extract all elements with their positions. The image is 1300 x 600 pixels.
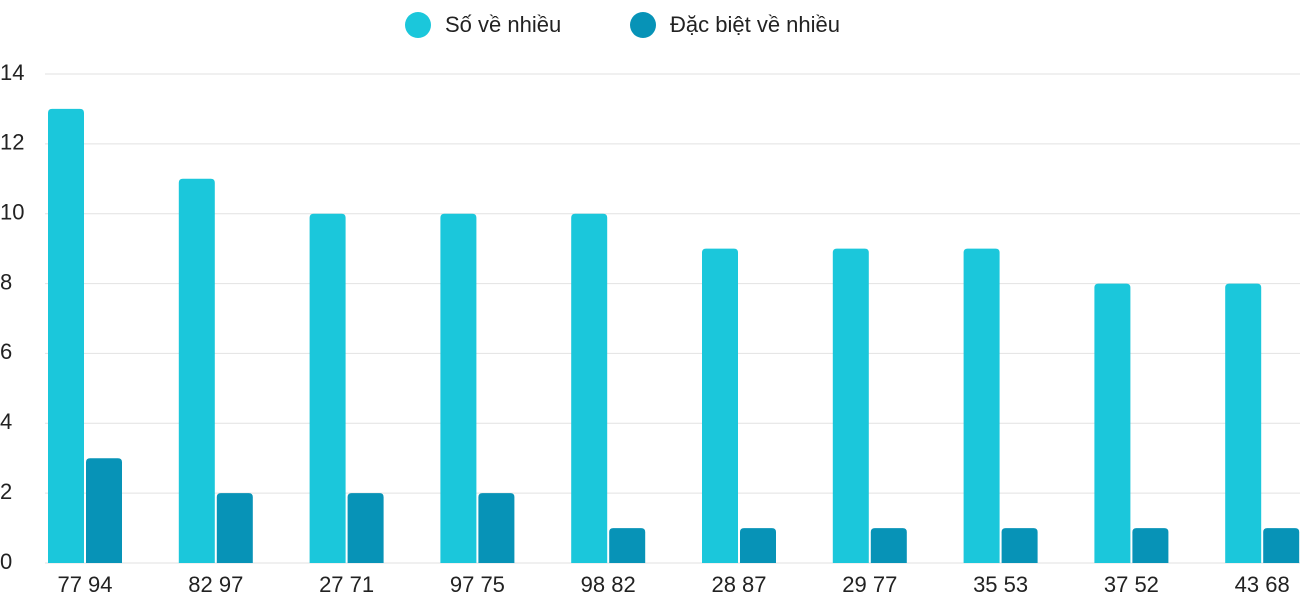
bar <box>440 213 477 563</box>
x-tick-label: 97 75 <box>450 572 505 597</box>
x-tick-label: 98 82 <box>581 572 636 597</box>
bar <box>1001 528 1038 563</box>
bar <box>832 248 869 563</box>
bar <box>309 213 346 563</box>
x-tick-label: 29 77 <box>842 572 897 597</box>
y-tick-label: 12 <box>0 130 24 155</box>
bar <box>1132 528 1169 563</box>
legend-label: Đặc biệt về nhiều <box>670 12 840 37</box>
bar <box>702 248 738 563</box>
x-tick-label: 35 53 <box>973 572 1028 597</box>
x-tick-label: 43 68 <box>1235 572 1290 597</box>
bar <box>86 458 122 563</box>
bar <box>1225 283 1262 563</box>
legend-label: Số về nhiều <box>445 12 561 37</box>
bar <box>870 528 907 563</box>
bar <box>178 178 215 564</box>
bar <box>571 213 608 563</box>
y-tick-label: 8 <box>0 269 12 294</box>
bar <box>347 493 384 563</box>
bar <box>609 528 646 563</box>
x-tick-label: 27 71 <box>319 572 374 597</box>
bar <box>1263 528 1300 563</box>
x-tick-label: 77 94 <box>57 572 112 597</box>
legend-swatch <box>405 12 431 38</box>
bar <box>740 528 776 563</box>
bar <box>478 493 515 563</box>
bar <box>48 108 84 563</box>
x-tick-label: 28 87 <box>711 572 766 597</box>
y-tick-label: 0 <box>0 549 12 574</box>
bar <box>1094 283 1131 563</box>
bar <box>963 248 1000 563</box>
y-tick-label: 10 <box>0 200 24 225</box>
legend-swatch <box>630 12 656 38</box>
x-tick-label: 37 52 <box>1104 572 1159 597</box>
bar <box>216 493 253 563</box>
x-tick-label: 82 97 <box>188 572 243 597</box>
y-tick-label: 2 <box>0 479 12 504</box>
y-tick-label: 14 <box>0 60 24 85</box>
y-tick-label: 6 <box>0 339 12 364</box>
y-tick-label: 4 <box>0 409 12 434</box>
